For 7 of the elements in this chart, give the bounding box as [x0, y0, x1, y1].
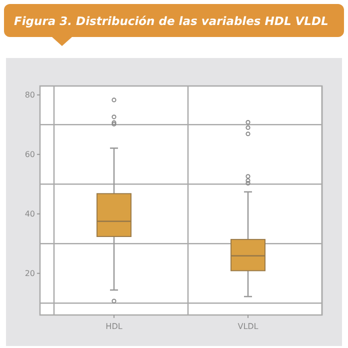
x-tick-label: VLDL	[238, 322, 259, 331]
y-tick-label: 60	[24, 150, 35, 160]
chart-title: Figura 3. Distribución de las variables HDL VLDL	[14, 14, 328, 28]
x-tick-label: HDL	[106, 322, 123, 331]
y-tick-label: 80	[24, 90, 35, 100]
y-tick-label: 20	[24, 269, 35, 278]
y-tick-label: 40	[24, 210, 35, 219]
